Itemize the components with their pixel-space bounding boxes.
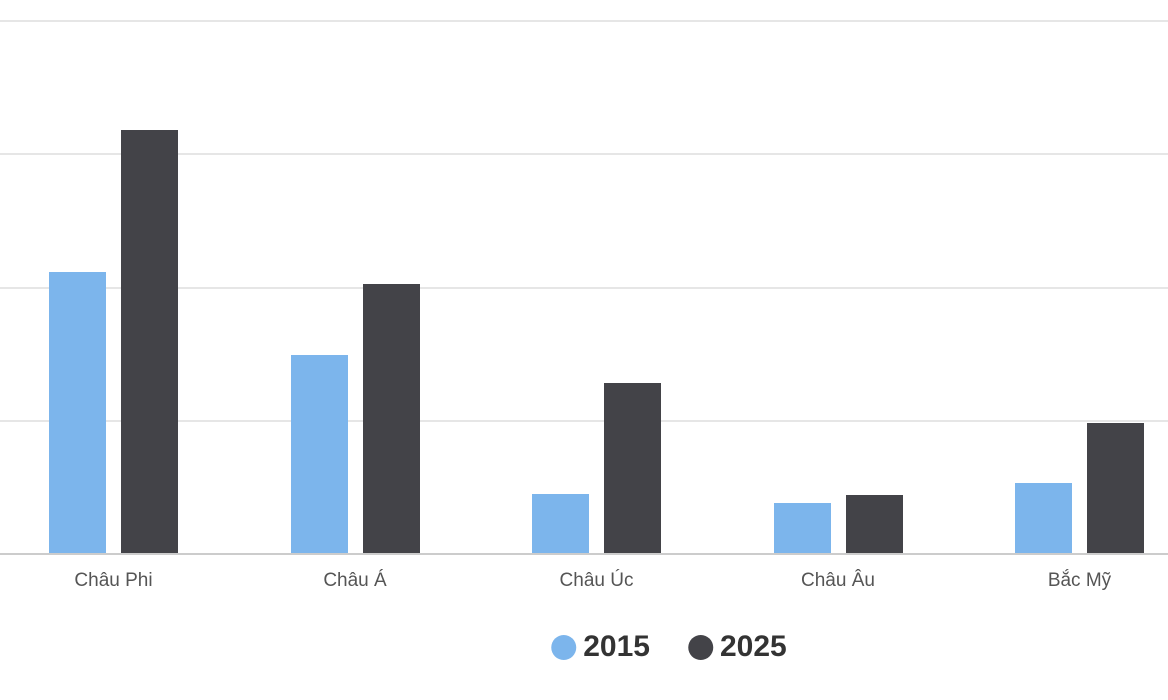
chart-legend: 2015 2025 <box>551 632 787 662</box>
legend-item-label: 2025 <box>720 630 787 663</box>
gridline <box>0 419 1168 422</box>
bar-2015-bac-my[interactable] <box>1015 483 1072 554</box>
bar-2015-chau-uc[interactable] <box>532 494 589 554</box>
bar-2025-bac-my[interactable] <box>1087 423 1144 554</box>
x-axis-label-bac-my: Bắc Mỹ <box>1047 570 1112 591</box>
legend-marker-icon <box>688 634 713 660</box>
bar-2015-chau-phi[interactable] <box>49 271 106 554</box>
bar-2025-chau-au[interactable] <box>845 495 903 554</box>
legend-item-2015[interactable]: 2015 <box>551 632 650 662</box>
legend-item-2025[interactable]: 2025 <box>688 632 787 662</box>
x-axis-label-chau-a: Châu Á <box>323 570 387 591</box>
x-axis-label-chau-uc: Châu Úc <box>559 570 634 591</box>
bar-2015-chau-au[interactable] <box>773 503 831 554</box>
gridline <box>0 286 1168 289</box>
gridline <box>0 153 1168 156</box>
gridline <box>0 20 1168 22</box>
legend-item-label: 2015 <box>583 630 650 663</box>
bar-2015-chau-a[interactable] <box>290 355 348 554</box>
x-axis-label-chau-au: Châu Âu <box>801 570 875 591</box>
x-axis-label-chau-phi: Châu Phi <box>74 570 153 591</box>
x-axis-line <box>0 553 1168 555</box>
legend-marker-icon <box>551 634 577 660</box>
bar-2025-chau-a[interactable] <box>362 283 420 554</box>
x-axis-labels: Châu Phi Châu Á Châu Úc Châu Âu Bắc Mỹ <box>0 570 1168 600</box>
bar-2025-chau-phi[interactable] <box>121 130 178 554</box>
bar-2025-chau-uc[interactable] <box>604 383 661 554</box>
